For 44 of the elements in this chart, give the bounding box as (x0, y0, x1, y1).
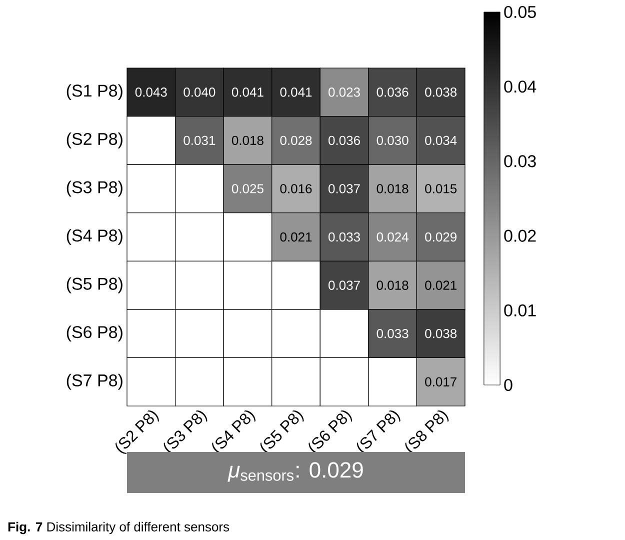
data-label: 0.041 (280, 88, 312, 97)
data-label: 0.018 (376, 280, 408, 290)
data-label: 0.037 (328, 184, 360, 194)
data-label: 0.030 (376, 136, 408, 146)
data-label: 0.038 (425, 88, 457, 97)
color-bar-label: 0.01 (504, 304, 536, 316)
data-label: 0.036 (328, 136, 360, 146)
data-label: 0.043 (135, 88, 167, 97)
y-tick-label: (S4 P8) (66, 229, 122, 245)
data-label: 0.040 (184, 88, 216, 97)
data-label: 0.025 (232, 184, 264, 194)
color-bar-label: 0.02 (504, 230, 536, 242)
data-label: 0.021 (425, 280, 456, 290)
text: μ$_{sensors}$: 0.029 (228, 462, 363, 482)
data-label: 0.036 (376, 88, 408, 97)
y-tick-label: (S6 P8) (66, 326, 122, 342)
data-label: 0.023 (328, 88, 360, 97)
color-bar-label: 0.04 (504, 80, 536, 93)
data-label: 0.018 (376, 184, 408, 194)
x-tick-label: (S2 P8) (116, 410, 159, 454)
y-tick-label: (S2 P8) (66, 132, 122, 148)
text: Fig. 7 Dissimilarity of different sensors (8, 522, 230, 534)
data-label: 0.021 (280, 232, 312, 242)
data-label: 0.033 (376, 328, 408, 338)
color-bar-label: 0.05 (504, 6, 536, 18)
y-tick-label: (S7 P8) (66, 374, 122, 390)
data-label: 0.038 (425, 328, 457, 338)
data-label: 0.028 (280, 136, 312, 146)
data-label: 0.018 (232, 136, 264, 146)
data-label: 0.041 (232, 88, 264, 97)
data-label: 0.031 (184, 136, 216, 146)
data-label: 0.034 (425, 136, 457, 146)
color-bar-label: 0.03 (504, 155, 536, 168)
data-label: 0.015 (425, 184, 457, 194)
y-tick-label: (S3 P8) (66, 180, 122, 197)
data-label: 0.017 (425, 377, 456, 386)
data-label: 0.029 (425, 232, 456, 242)
data-label: 0.016 (280, 184, 312, 194)
data-label: 0.024 (376, 232, 408, 242)
color-bar-label: 0 (504, 378, 512, 392)
data-label: 0.033 (328, 232, 360, 242)
data-label: 0.037 (328, 280, 360, 290)
y-tick-label: (S5 P8) (66, 277, 122, 294)
y-tick-label: (S1 P8) (66, 84, 122, 100)
